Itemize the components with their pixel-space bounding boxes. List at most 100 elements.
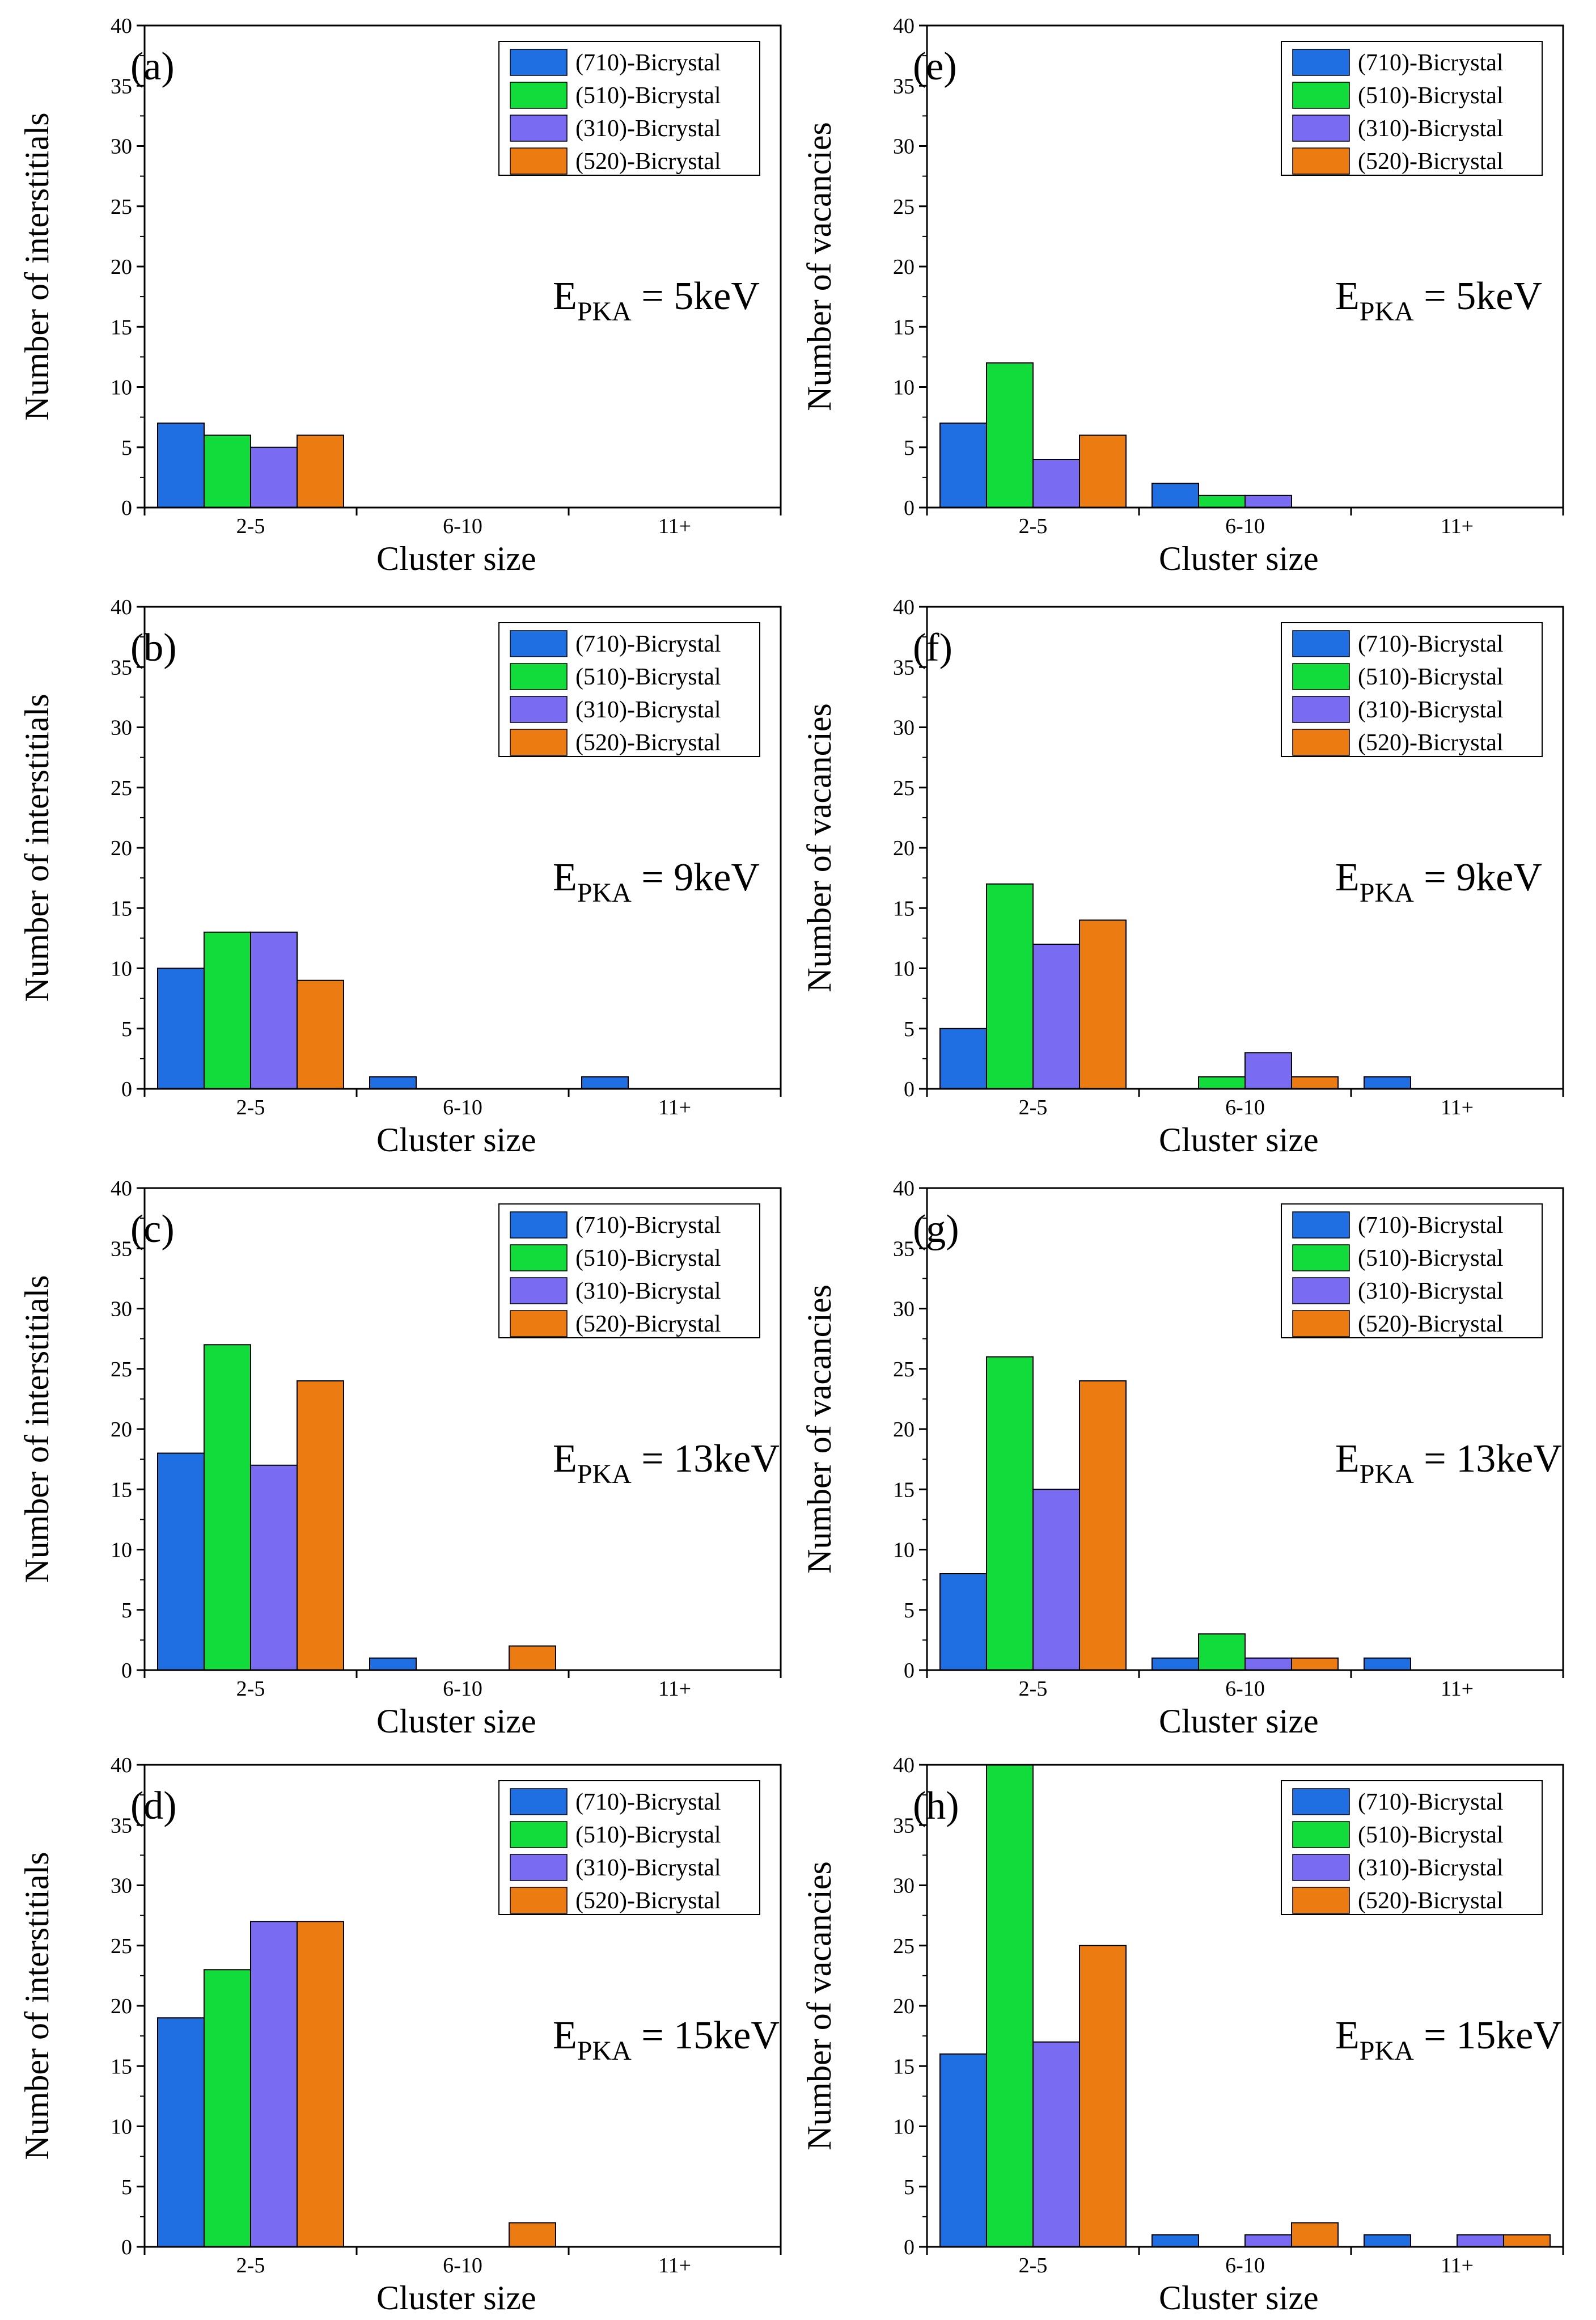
bar <box>986 883 1034 1089</box>
energy-value: = 13keV <box>632 1437 780 1481</box>
y-tick-label: 0 <box>121 1077 132 1101</box>
legend-entry-label: (510)-Bicrystal <box>575 664 721 690</box>
legend-entry-label: (520)-Bicrystal <box>1358 730 1504 756</box>
legend-swatch <box>510 49 568 76</box>
energy-annotation: EPKA = 9keV <box>553 856 760 908</box>
energy-subscript: PKA <box>577 2036 632 2066</box>
y-tick-label: 5 <box>904 1599 915 1622</box>
y-tick-label: 10 <box>111 957 132 981</box>
bar <box>1198 1076 1246 1089</box>
bar <box>1032 944 1080 1089</box>
y-axis-title: Number of interstitials <box>18 694 56 1001</box>
legend-entry-label: (520)-Bicrystal <box>1358 149 1504 175</box>
y-axis-title: Number of vacancies <box>801 1284 838 1574</box>
y-tick-label: 20 <box>111 1994 132 2018</box>
panel-g: 0 5 10 15 20 25 30 35 40 2-5 6-10 11+ Cluster size Nu… <box>801 1177 1564 1740</box>
x-category-label: 11+ <box>1441 514 1474 538</box>
x-category-label: 2-5 <box>236 1677 265 1701</box>
energy-symbol: E <box>553 2014 577 2057</box>
energy-value: = 5keV <box>1414 274 1542 318</box>
y-tick-label: 15 <box>893 897 915 920</box>
y-tick-label: 25 <box>111 195 132 219</box>
legend-swatch <box>1292 82 1350 109</box>
bar <box>157 2017 205 2247</box>
legend-swatch <box>1292 630 1350 657</box>
legend-swatch <box>510 663 568 690</box>
legend-swatch <box>1292 1211 1350 1239</box>
energy-symbol: E <box>1335 2014 1360 2057</box>
legend: (710)-Bicrystal (510)-Bicrystal (310)-Bicr… <box>1281 41 1543 176</box>
y-tick-label: 30 <box>111 1874 132 1898</box>
bar <box>1079 1380 1127 1671</box>
x-category-label: 6-10 <box>443 1096 482 1119</box>
y-tick-label: 5 <box>904 436 915 460</box>
x-category-label: 11+ <box>1441 1677 1474 1701</box>
legend-swatch <box>1292 1788 1350 1815</box>
bar <box>939 1028 987 1089</box>
legend-entry-label: (510)-Bicrystal <box>575 1822 721 1848</box>
panel-letter: (f) <box>913 626 952 670</box>
bar <box>1244 1657 1292 1671</box>
panel-c: 0 5 10 15 20 25 30 35 40 2-5 6-10 11+ Cluster size Nu… <box>18 1177 782 1740</box>
legend: (710)-Bicrystal (510)-Bicrystal (310)-Bicr… <box>1281 1780 1543 1915</box>
bar <box>1457 2234 1504 2247</box>
legend-swatch <box>1292 663 1350 690</box>
panel-letter: (a) <box>130 45 175 88</box>
y-tick-label: 30 <box>893 1298 915 1321</box>
y-tick-label: 30 <box>111 135 132 159</box>
x-category-label: 2-5 <box>236 2254 265 2277</box>
y-axis-title: Number of interstitials <box>18 1275 56 1583</box>
x-axis-title: Cluster size <box>1159 2279 1319 2317</box>
y-tick-label: 0 <box>904 1659 915 1683</box>
legend-swatch <box>510 115 568 142</box>
legend-swatch <box>1292 1821 1350 1848</box>
y-tick-label: 30 <box>111 1298 132 1321</box>
legend-entry-label: (310)-Bicrystal <box>1358 697 1504 723</box>
bar <box>1364 1076 1411 1089</box>
energy-value: = 13keV <box>1414 1437 1562 1481</box>
bar <box>986 1356 1034 1671</box>
bar <box>1503 2234 1551 2247</box>
x-category-label: 11+ <box>658 1677 691 1701</box>
legend-entry-label: (710)-Bicrystal <box>575 631 721 657</box>
x-category-label: 11+ <box>658 1096 691 1119</box>
energy-annotation: EPKA = 15keV <box>553 2014 780 2066</box>
y-tick-label: 10 <box>893 957 915 981</box>
y-tick-label: 25 <box>893 1934 915 1958</box>
legend-swatch <box>1292 1854 1350 1881</box>
panel-b: 0 5 10 15 20 25 30 35 40 2-5 6-10 11+ Cluster size Nu… <box>18 595 782 1159</box>
bar <box>250 931 298 1089</box>
bar <box>204 1344 251 1671</box>
bar <box>939 422 987 508</box>
bar <box>1152 483 1199 508</box>
legend-entry-label: (520)-Bicrystal <box>1358 1311 1504 1337</box>
x-category-label: 11+ <box>658 2254 691 2277</box>
legend-swatch <box>1292 1277 1350 1304</box>
y-axis-title: Number of interstitials <box>18 1852 56 2160</box>
legend-entry-label: (520)-Bicrystal <box>575 1311 721 1337</box>
bar <box>1364 2234 1411 2247</box>
y-tick-label: 10 <box>111 1539 132 1562</box>
x-axis-title: Cluster size <box>1159 1121 1319 1159</box>
bar <box>1291 2222 1339 2247</box>
legend-swatch <box>510 1887 568 1914</box>
y-tick-label: 15 <box>111 897 132 920</box>
legend-entry-label: (710)-Bicrystal <box>575 50 721 76</box>
y-tick-label: 0 <box>904 2236 915 2259</box>
legend-entry-label: (510)-Bicrystal <box>1358 1245 1504 1271</box>
bar <box>1032 2041 1080 2247</box>
legend-entry-label: (520)-Bicrystal <box>575 1888 721 1914</box>
bar <box>1244 2234 1292 2247</box>
energy-symbol: E <box>1335 1437 1360 1481</box>
y-axis-title: Number of vacancies <box>801 1861 838 2150</box>
legend-entry-label: (510)-Bicrystal <box>1358 83 1504 109</box>
legend-entry-label: (710)-Bicrystal <box>1358 631 1504 657</box>
x-category-label: 6-10 <box>443 1677 482 1701</box>
y-tick-label: 25 <box>893 195 915 219</box>
energy-symbol: E <box>553 274 577 318</box>
legend-swatch <box>510 1854 568 1881</box>
y-tick-label: 15 <box>893 315 915 339</box>
y-tick-label: 10 <box>893 1539 915 1562</box>
x-category-label: 2-5 <box>1019 2254 1048 2277</box>
panel-letter: (d) <box>130 1784 177 1828</box>
